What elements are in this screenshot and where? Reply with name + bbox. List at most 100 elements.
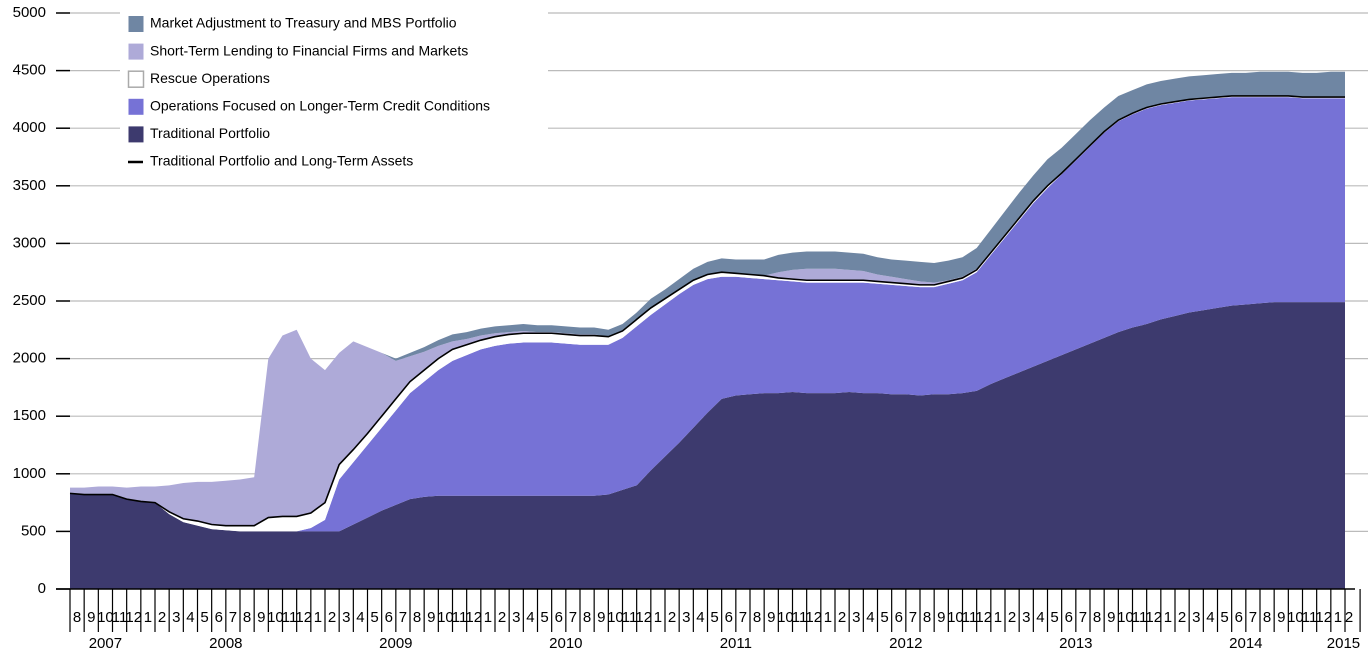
legend: Market Adjustment to Treasury and MBS Po… [120, 10, 548, 176]
x-tick-label: 4 [186, 609, 194, 626]
x-tick-label: 3 [1192, 609, 1200, 626]
x-tick-label: 5 [710, 609, 718, 626]
x-tick-label: 7 [909, 609, 917, 626]
x-tick-label: 7 [229, 609, 237, 626]
x-tick-label: 1 [484, 609, 492, 626]
x-tick-label: 2 [328, 609, 336, 626]
year-label: 2015 [1327, 635, 1360, 652]
x-tick-label: 11 [962, 609, 978, 626]
x-tick-label: 9 [87, 609, 95, 626]
x-tick-label: 12 [125, 609, 142, 626]
y-tick-label: 4500 [13, 62, 46, 79]
x-tick-label: 1 [1164, 609, 1172, 626]
legend-swatch [128, 126, 144, 143]
x-tick-label: 8 [753, 609, 761, 626]
x-tick-label: 11 [1302, 609, 1318, 626]
y-tick-label: 3000 [13, 234, 46, 251]
x-tick-label: 11 [622, 609, 638, 626]
x-tick-label: 6 [725, 609, 733, 626]
x-tick-label: 3 [1022, 609, 1030, 626]
legend-label: Traditional Portfolio and Long-Term Asse… [150, 153, 413, 169]
x-tick-label: 6 [895, 609, 903, 626]
year-label: 2013 [1059, 635, 1092, 652]
x-tick-label: 8 [243, 609, 251, 626]
x-tick-label: 11 [1132, 609, 1148, 626]
y-tick-label: 3500 [13, 177, 46, 194]
legend-swatch [128, 43, 144, 60]
y-tick-label: 5000 [13, 4, 46, 21]
x-tick-label: 1 [994, 609, 1002, 626]
y-tick-label: 2500 [13, 292, 46, 309]
x-tick-label: 12 [635, 609, 652, 626]
x-tick-label: 2 [1008, 609, 1016, 626]
x-tick-label: 5 [1220, 609, 1228, 626]
x-tick-label: 8 [1093, 609, 1101, 626]
x-tick-label: 5 [880, 609, 888, 626]
x-tick-label: 9 [1107, 609, 1115, 626]
legend-label: Short-Term Lending to Financial Firms an… [150, 42, 468, 58]
x-tick-label: 3 [682, 609, 690, 626]
x-tick-label: 8 [923, 609, 931, 626]
x-tick-label: 5 [1050, 609, 1058, 626]
legend-label: Traditional Portfolio [150, 125, 270, 141]
year-label: 2012 [889, 635, 922, 652]
x-tick-label: 1 [1334, 609, 1342, 626]
legend-swatch [128, 16, 144, 32]
x-tick-label: 11 [452, 609, 468, 626]
area [70, 302, 1345, 589]
x-tick-label: 7 [399, 609, 407, 626]
x-tick-label: 10 [607, 609, 624, 626]
y-tick-label: 0 [38, 580, 46, 597]
x-tick-label: 8 [413, 609, 421, 626]
x-tick-label: 2 [158, 609, 166, 626]
year-label: 2014 [1229, 635, 1262, 652]
x-tick-label: 1 [144, 609, 152, 626]
x-tick-label: 2 [668, 609, 676, 626]
x-tick-label: 1 [654, 609, 662, 626]
y-tick-label: 2000 [13, 350, 46, 367]
x-tick-label: 1 [314, 609, 322, 626]
x-tick-label: 10 [1287, 609, 1304, 626]
x-tick-label: 8 [1263, 609, 1271, 626]
x-tick-label: 1 [824, 609, 832, 626]
x-tick-label: 12 [805, 609, 822, 626]
x-tick-label: 5 [540, 609, 548, 626]
legend-label: Market Adjustment to Treasury and MBS Po… [150, 15, 457, 31]
x-tick-label: 6 [215, 609, 223, 626]
x-tick-label: 10 [1117, 609, 1134, 626]
x-tick-label: 3 [852, 609, 860, 626]
legend-label: Operations Focused on Longer-Term Credit… [150, 98, 490, 114]
x-tick-label: 9 [937, 609, 945, 626]
x-tick-label: 12 [975, 609, 992, 626]
x-tick-label: 9 [767, 609, 775, 626]
x-tick-label: 9 [427, 609, 435, 626]
x-tick-label: 3 [512, 609, 520, 626]
area [70, 97, 1345, 532]
x-tick-label: 4 [696, 609, 704, 626]
y-tick-label: 1000 [13, 465, 46, 482]
x-tick-label: 2 [838, 609, 846, 626]
x-tick-label: 9 [597, 609, 605, 626]
x-tick-label: 12 [465, 609, 482, 626]
axes: 0 500 1000 1500 2000 2500 3000 3500 4000 4500 5000… [13, 4, 1361, 652]
x-tick-label: 7 [569, 609, 577, 626]
x-tick-label: 4 [526, 609, 534, 626]
legend-label: Rescue Operations [150, 70, 270, 86]
x-tick-label: 5 [370, 609, 378, 626]
x-tick-label: 2 [1178, 609, 1186, 626]
x-tick-label: 10 [777, 609, 794, 626]
year-label: 2010 [549, 635, 582, 652]
x-tick-label: 10 [947, 609, 964, 626]
x-tick-label: 2 [498, 609, 506, 626]
year-label: 2008 [209, 635, 242, 652]
x-tick-label: 8 [73, 609, 81, 626]
legend-swatch [128, 98, 144, 115]
x-tick-label: 12 [1145, 609, 1162, 626]
x-tick-label: 10 [437, 609, 454, 626]
y-tick-label: 500 [21, 522, 46, 539]
x-tick-label: 2 [1345, 609, 1353, 626]
x-tick-label: 12 [295, 609, 312, 626]
x-tick-label: 4 [356, 609, 364, 626]
x-tick-label: 4 [1036, 609, 1044, 626]
y-tick-label: 1500 [13, 407, 46, 424]
